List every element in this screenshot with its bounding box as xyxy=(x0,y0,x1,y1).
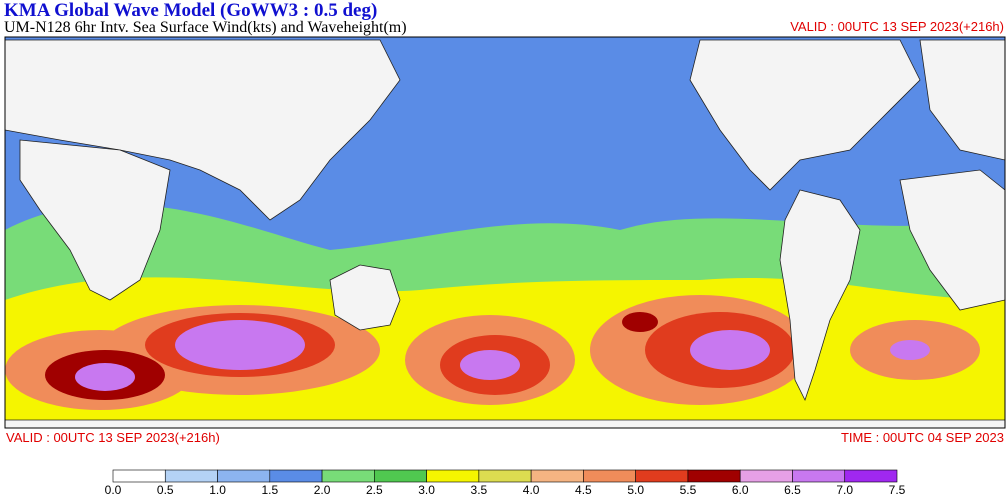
colorbar-label: 2.5 xyxy=(366,483,383,496)
colorbar-swatch xyxy=(844,469,898,483)
wave-zone xyxy=(460,350,520,380)
colorbar-label: 5.5 xyxy=(680,483,697,496)
colorbar: 0.0 0.5 1.0 1.5 2.0 2.5 3.0 3.5 4.0 4.5 5.0 5.5 6.0 6… xyxy=(105,469,906,496)
colorbar-swatch xyxy=(374,469,427,483)
colorbar-label: 7.5 xyxy=(889,483,906,496)
colorbar-label: 6.0 xyxy=(732,483,749,496)
colorbar-label: 0.5 xyxy=(157,483,174,496)
land xyxy=(5,39,1005,428)
colorbar-swatch xyxy=(164,469,218,483)
wave-zone xyxy=(75,363,135,391)
colorbar-swatch xyxy=(321,469,375,483)
colorbar-swatch xyxy=(112,469,166,483)
wave-zone xyxy=(690,330,770,370)
colorbar-label: 2.0 xyxy=(314,483,331,496)
colorbar-swatch xyxy=(635,469,689,483)
colorbar-swatch xyxy=(530,469,584,483)
colorbar-label: 4.5 xyxy=(575,483,592,496)
colorbar-swatch xyxy=(583,469,636,483)
colorbar-label: 3.5 xyxy=(471,483,488,496)
wave-zone xyxy=(890,340,930,360)
colorbar-label: 0.0 xyxy=(105,483,122,496)
wave-zone xyxy=(622,312,658,332)
colorbar-swatch xyxy=(792,469,846,483)
colorbar-label: 3.0 xyxy=(418,483,435,496)
title: KMA Global Wave Model (GoWW3 : 0.5 deg) xyxy=(4,0,377,21)
colorbar-label: 1.5 xyxy=(261,483,278,496)
colorbar-swatch xyxy=(426,469,480,483)
colorbar-swatch xyxy=(217,469,271,483)
colorbar-label: 1.0 xyxy=(209,483,226,496)
colorbar-swatch xyxy=(687,469,741,483)
wave-zone xyxy=(175,320,305,370)
colorbar-swatch xyxy=(739,469,793,483)
map-frame xyxy=(4,36,1006,429)
time: TIME : 00UTC 04 SEP 2023 xyxy=(841,430,1004,445)
colorbar-label: 5.0 xyxy=(627,483,644,496)
colorbar-label: 7.0 xyxy=(836,483,853,496)
colorbar-label: 6.5 xyxy=(784,483,801,496)
colorbar-label: 4.0 xyxy=(523,483,540,496)
valid-bottom: VALID : 00UTC 13 SEP 2023(+216h) xyxy=(6,430,220,445)
subtitle: UM-N128 6hr Intv. Sea Surface Wind(kts) … xyxy=(4,19,407,36)
colorbar-swatch xyxy=(478,469,532,483)
colorbar-swatch xyxy=(269,469,323,483)
valid-top: VALID : 00UTC 13 SEP 2023(+216h) xyxy=(790,19,1004,34)
map xyxy=(5,37,1005,428)
